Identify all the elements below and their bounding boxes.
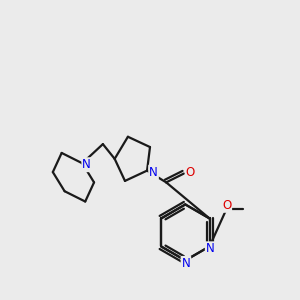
Text: O: O (222, 199, 231, 212)
Text: N: N (149, 166, 158, 178)
Text: O: O (186, 167, 195, 179)
Text: N: N (82, 158, 91, 171)
Text: N: N (206, 242, 214, 255)
Text: N: N (182, 257, 190, 270)
